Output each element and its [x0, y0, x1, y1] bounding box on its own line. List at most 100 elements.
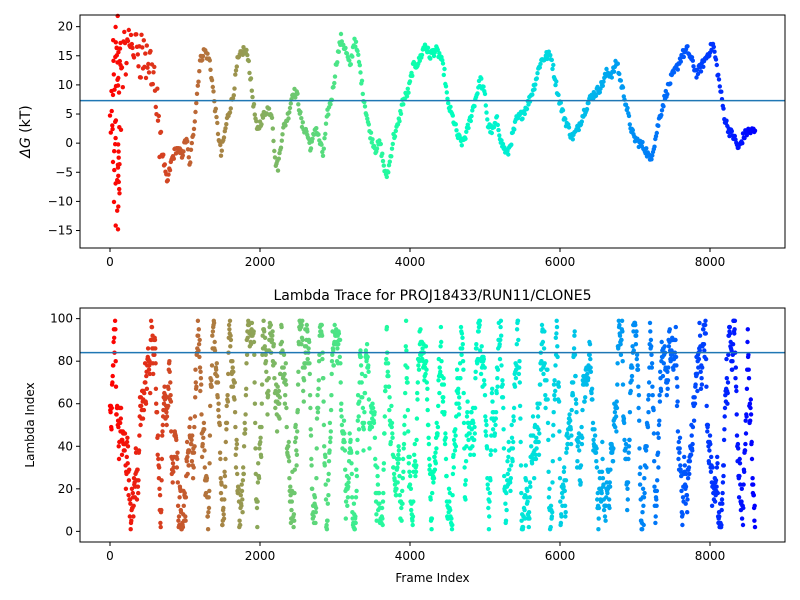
lambda-point	[571, 380, 576, 385]
lambda-point	[362, 390, 368, 396]
dg-point	[296, 102, 301, 107]
lambda-point	[162, 384, 167, 389]
lambda-point	[746, 376, 752, 381]
dg-point	[280, 132, 285, 137]
lambda-point	[198, 388, 203, 394]
dg-point	[161, 152, 166, 157]
lambda-point	[748, 412, 754, 417]
lambda-point	[650, 393, 655, 398]
dg-point	[126, 27, 131, 33]
dg-point	[158, 129, 164, 135]
lambda-point	[484, 446, 490, 451]
lambda-point	[682, 463, 687, 468]
lambda-point	[553, 388, 558, 394]
dg-point	[597, 90, 602, 95]
lambda-point	[694, 371, 700, 377]
lambda-point	[714, 484, 719, 489]
lambda-point	[651, 407, 656, 413]
dg-point	[322, 136, 327, 141]
lambda-point	[688, 452, 694, 457]
dg-point	[405, 86, 410, 92]
lambda-point	[448, 507, 453, 513]
lambda-point	[633, 322, 638, 328]
dg-point	[308, 146, 314, 151]
lambda-point	[110, 380, 115, 385]
dg-point	[213, 106, 218, 112]
lambda-point	[452, 448, 458, 453]
lambda-point	[336, 342, 341, 347]
lambda-point	[262, 335, 268, 340]
lambda-point	[745, 339, 750, 345]
lambda-point	[357, 399, 362, 404]
lambda-point	[722, 405, 728, 411]
lambda-point	[281, 365, 286, 370]
dg-point	[350, 54, 355, 59]
lambda-point	[689, 433, 694, 438]
lambda-point	[677, 450, 682, 455]
lambda-point	[707, 448, 712, 453]
dg-point	[143, 75, 149, 81]
lambda-point	[660, 373, 666, 379]
dg-point	[524, 106, 530, 112]
lambda-point	[733, 384, 739, 389]
dg-point	[579, 119, 584, 124]
lambda-point	[192, 424, 197, 430]
dg-point	[113, 83, 119, 89]
lambda-point	[328, 407, 334, 413]
lambda-point	[532, 476, 537, 481]
dg-point	[181, 149, 186, 154]
dg-point	[113, 142, 118, 147]
dg-point	[364, 113, 369, 118]
lambda-point	[438, 369, 443, 374]
lambda-point	[355, 393, 361, 398]
lambda-point	[113, 327, 118, 332]
lambda-point	[748, 418, 753, 423]
lambda-point	[622, 420, 627, 426]
dg-point	[117, 58, 123, 64]
dg-point	[128, 32, 134, 38]
dg-point	[136, 64, 141, 69]
dg-point	[249, 88, 254, 93]
dg-point	[269, 115, 275, 121]
dg-point	[189, 140, 194, 146]
lambda-point	[543, 393, 548, 398]
lambda-point	[667, 327, 672, 332]
dg-point	[685, 44, 690, 49]
lambda-point	[640, 527, 645, 532]
lambda-point	[656, 465, 661, 470]
lambda-point	[408, 473, 413, 479]
lambda-point	[346, 484, 351, 489]
lambda-point	[325, 501, 330, 506]
dg-point	[193, 109, 198, 115]
dg-point	[266, 106, 272, 111]
lambda-point	[620, 359, 625, 364]
lambda-point	[712, 499, 718, 504]
dg-point	[406, 90, 411, 95]
dg-point	[194, 91, 200, 97]
lambda-point	[656, 422, 662, 428]
lambda-point	[467, 431, 472, 436]
lambda-point	[752, 524, 758, 530]
dg-point	[109, 108, 114, 114]
lambda-point	[200, 441, 205, 447]
lambda-point	[502, 473, 507, 479]
lambda-point	[227, 327, 232, 332]
lambda-point	[259, 424, 264, 430]
lambda-point	[578, 480, 583, 485]
lambda-point	[414, 437, 419, 443]
lambda-point	[739, 486, 744, 491]
lambda-point	[125, 444, 131, 449]
lambda-point	[270, 329, 275, 334]
lambda-point	[703, 318, 708, 323]
dg-axes-frame	[79, 14, 786, 249]
lambda-point	[292, 518, 297, 523]
lambda-point	[435, 424, 441, 430]
lambda-point	[473, 369, 478, 374]
dg-point	[207, 58, 212, 63]
lambda-point	[710, 465, 715, 470]
lambda-point	[277, 416, 282, 421]
dg-point	[435, 47, 440, 53]
dg-point	[314, 126, 319, 131]
lambda-point	[442, 410, 447, 415]
